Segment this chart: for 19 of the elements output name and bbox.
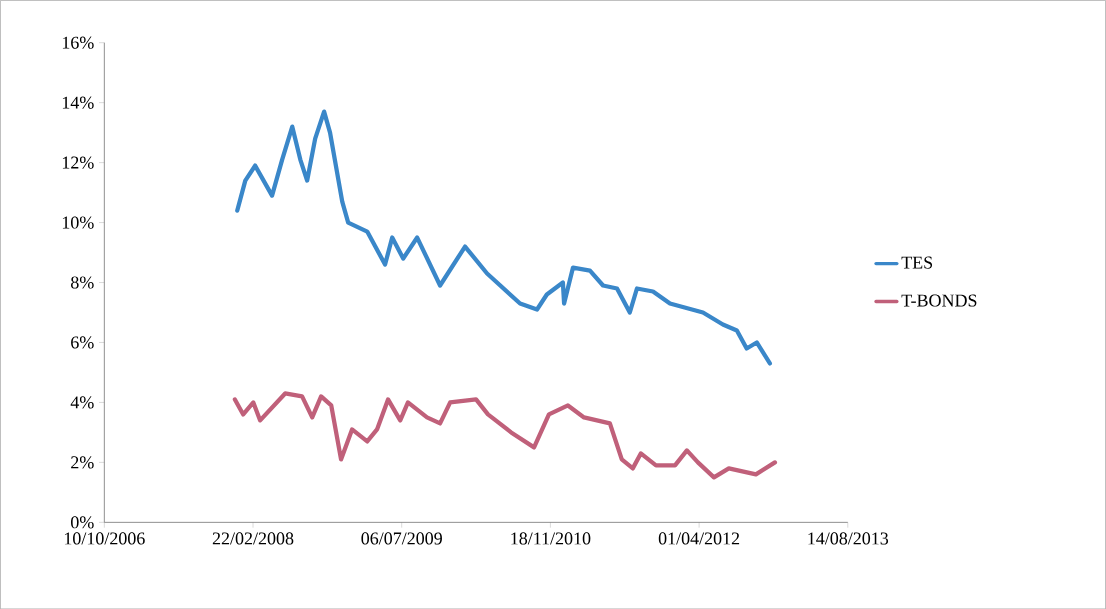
- x-tick-label: 10/10/2006: [64, 532, 145, 545]
- legend-label: TES: [901, 256, 933, 269]
- y-tick-label: 2%: [71, 456, 94, 469]
- x-tick-label: 14/08/2013: [808, 532, 889, 545]
- y-tick-label: 6%: [71, 336, 94, 349]
- x-tick-label: 01/04/2012: [658, 532, 740, 545]
- y-tick-label: 8%: [71, 276, 94, 289]
- y-tick-label: 4%: [70, 396, 94, 409]
- y-tick-label: 16%: [62, 36, 94, 49]
- x-tick-label: 18/11/2010: [511, 532, 591, 545]
- x-tick-label: 22/02/2008: [212, 532, 294, 545]
- line-series: [235, 109, 772, 366]
- line-series: [232, 391, 778, 480]
- y-tick-label: 0%: [71, 516, 94, 529]
- legend-label: T-BONDS: [901, 294, 977, 307]
- y-tick-label: 14%: [62, 96, 94, 109]
- y-tick-label: 10%: [62, 216, 94, 229]
- y-tick-label: 12%: [62, 156, 94, 169]
- x-tick-label: 06/07/2009: [361, 532, 442, 545]
